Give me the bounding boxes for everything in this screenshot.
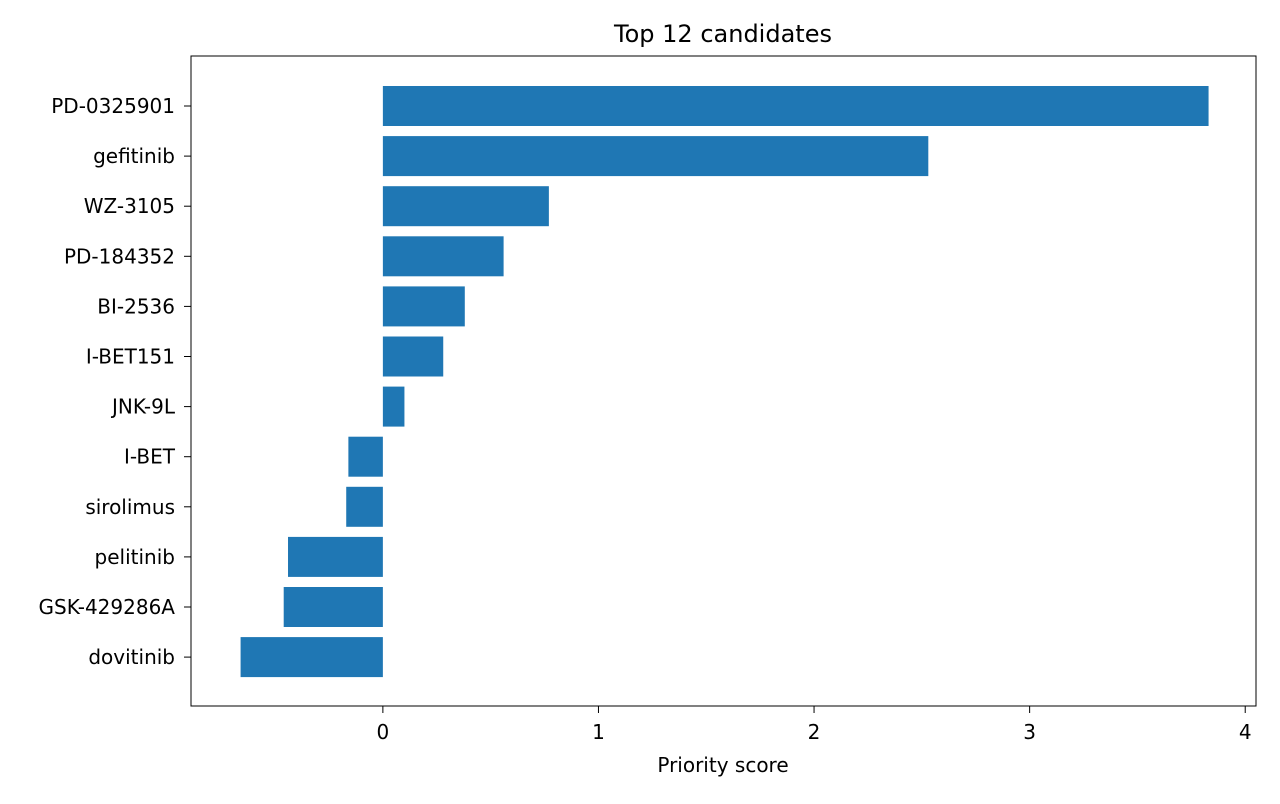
y-tick-label: PD-0325901 [51,94,175,118]
y-tick-label: JNK-9L [110,395,176,419]
bar-PD-0325901 [382,86,1209,126]
bar-WZ-3105 [382,186,549,227]
x-tick-label: 1 [592,720,605,744]
bar-I-BET [348,436,383,477]
bar-JNK-9L [382,386,405,427]
bar-pelitinib [288,536,383,577]
y-tick-label: I-BET [124,445,176,469]
y-tick-label: gefitinib [93,144,175,168]
plot-frame [190,55,1257,707]
y-tick-label: pelitinib [95,545,175,569]
y-tick-label: dovitinib [88,645,175,669]
y-tick-label: sirolimus [85,495,175,519]
bar-BI-2536 [382,286,465,327]
y-tick-label: GSK-429286A [39,595,176,619]
x-tick-label: 2 [808,720,821,744]
chart-title: Top 12 candidates [613,20,832,48]
y-tick-label: BI-2536 [97,294,175,318]
bars-layer [240,86,1209,678]
bar-I-BET151 [382,336,444,377]
y-axis: PD-0325901 gefitinib WZ-3105 PD-184352 BI-25… [39,94,191,669]
bar-GSK-429286A [283,587,383,627]
x-tick-label: 3 [1023,720,1036,744]
y-tick-label: WZ-3105 [84,194,175,218]
y-tick-label: I-BET151 [86,345,175,369]
bar-dovitinib [240,637,383,678]
x-tick-label: 4 [1239,720,1252,744]
bar-sirolimus [346,486,383,527]
bar-gefitinib [382,136,929,177]
y-tick-label: PD-184352 [64,244,175,268]
x-axis-label: Priority score [657,753,788,777]
x-tick-label: 0 [377,720,390,744]
bar-PD-184352 [382,236,504,277]
x-axis: 0 1 2 3 4 [377,706,1252,744]
